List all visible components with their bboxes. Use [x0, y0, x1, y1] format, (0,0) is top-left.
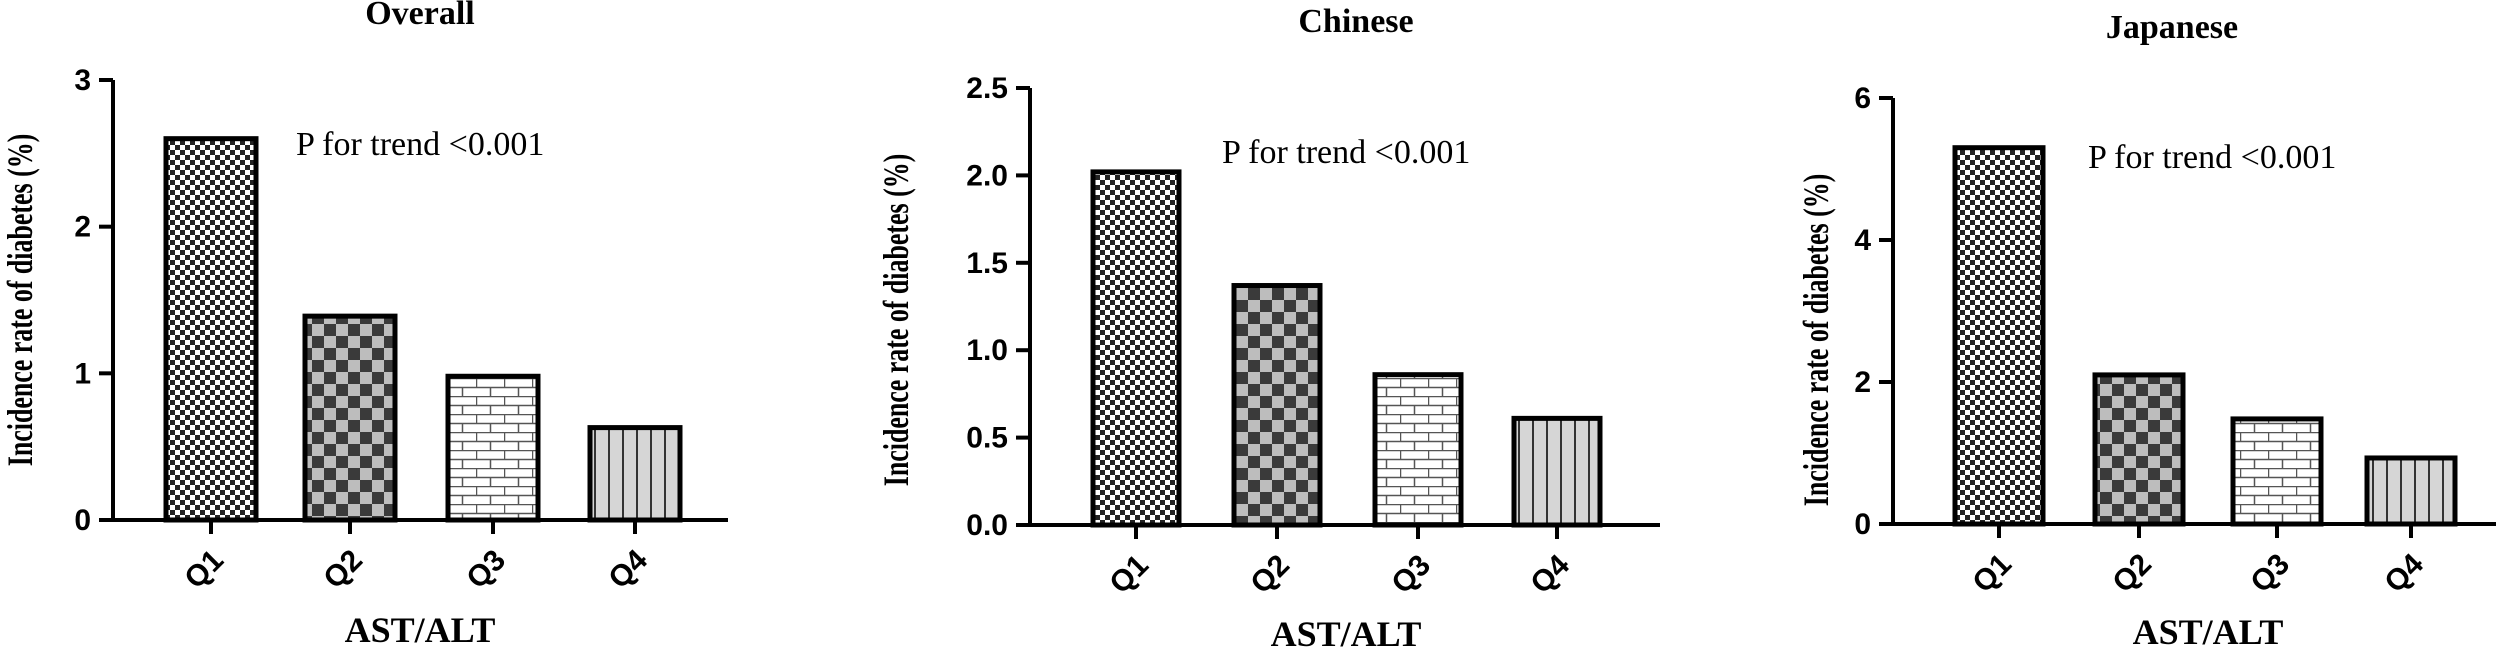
x-tick-label: Q2 [317, 544, 369, 596]
y-tick-label: 0.0 [966, 509, 1008, 542]
y-tick-label: 2 [74, 211, 91, 244]
y-tick-label: 0 [1854, 508, 1871, 541]
bar-q3 [2230, 416, 2324, 527]
x-axis-title: AST/ALT [2133, 612, 2284, 648]
y-tick-label: 6 [1854, 82, 1871, 115]
y-tick-label: 3 [74, 64, 91, 97]
x-tick-label: Q3 [2244, 548, 2296, 600]
bar-group [1090, 169, 1603, 528]
bar-q2 [302, 313, 398, 523]
y-tick-label: 2 [1854, 366, 1871, 399]
bar-q3 [445, 373, 541, 523]
bar-q1 [163, 136, 259, 523]
x-tick-label: Q4 [1524, 548, 1576, 600]
bar-q4 [587, 425, 683, 523]
bar-q4 [2364, 455, 2458, 527]
x-tick-label: Q4 [2378, 547, 2430, 599]
bar-q4 [1511, 415, 1603, 528]
x-tick-label: Q2 [2106, 548, 2158, 600]
x-tick-label: Q1 [178, 544, 230, 596]
chart-title: Overall [365, 0, 475, 32]
y-tick-label: 2.5 [966, 72, 1008, 105]
x-tick-label: Q3 [460, 544, 512, 596]
x-axis-ticks: Q1 Q2 Q3 Q4 [1966, 524, 2430, 599]
trend-annotation: P for trend <0.001 [2088, 139, 2336, 176]
x-axis-title: AST/ALT [1271, 614, 1422, 648]
bar-group [1952, 145, 2458, 527]
y-tick-label: 1.5 [966, 247, 1008, 280]
chart-title: Chinese [1298, 3, 1413, 40]
chart-panel-chinese: Chinese P for trend <0.001 AST/ALT Incid… [876, 3, 1660, 648]
y-tick-label: 1.0 [966, 334, 1008, 367]
y-axis-ticks: 0 2 4 6 [1854, 82, 1893, 541]
y-axis-ticks: 0 1 2 3 [74, 64, 113, 537]
x-axis-ticks: Q1 Q2 Q3 Q4 [1103, 525, 1576, 600]
x-axis-title: AST/ALT [345, 610, 496, 648]
x-tick-label: Q3 [1385, 549, 1437, 601]
bar-q1 [1952, 145, 2046, 527]
x-tick-label: Q1 [1966, 548, 2018, 600]
x-tick-label: Q1 [1103, 549, 1155, 601]
y-tick-label: 0 [74, 504, 91, 537]
trend-annotation: P for trend <0.001 [296, 126, 544, 163]
chart-panel-overall: Overall P for trend <0.001 AST/ALT Incid… [0, 0, 728, 648]
y-axis-title: Incidence rate of diabetes (%) [1796, 174, 1836, 506]
x-axis-ticks: Q1 Q2 Q3 Q4 [178, 520, 654, 595]
y-axis-title: Incidence rate of diabetes (%) [0, 134, 40, 466]
chart-panel-japanese: Japanese P for trend <0.001 AST/ALT Inci… [1796, 9, 2496, 648]
chart-title: Japanese [2106, 9, 2238, 46]
bar-q2 [1231, 283, 1323, 528]
trend-annotation: P for trend <0.001 [1222, 134, 1470, 171]
bar-q3 [1372, 372, 1464, 528]
y-tick-label: 4 [1854, 224, 1871, 257]
y-tick-label: 1 [74, 357, 91, 390]
bar-q1 [1090, 169, 1182, 528]
x-tick-label: Q4 [602, 543, 654, 595]
x-tick-label: Q2 [1244, 549, 1296, 601]
y-tick-label: 0.5 [966, 422, 1008, 455]
bar-q2 [2092, 372, 2186, 527]
y-tick-label: 2.0 [966, 159, 1008, 192]
y-axis-title: Incidence rate of diabetes (%) [876, 154, 916, 486]
y-axis-ticks: 0.0 0.5 1.0 1.5 2.0 2.5 [966, 72, 1030, 542]
bar-group [163, 136, 683, 523]
